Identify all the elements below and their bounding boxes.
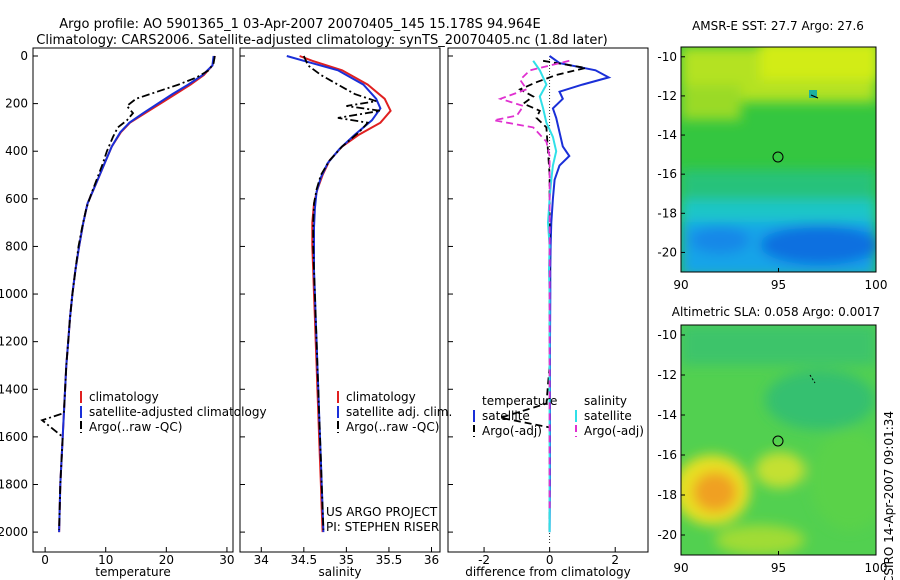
salinity-series-1 [286, 55, 382, 533]
temperature-xtick-label: 20 [159, 553, 174, 567]
project-annotation: US ARGO PROJECT [326, 505, 438, 519]
difference-legend-label: Argo(-adj) [584, 424, 644, 438]
difference-series-3 [493, 59, 570, 509]
sla-argo-marker [772, 435, 784, 447]
map-ytick-label: -18 [657, 488, 677, 502]
difference-xtick-label: 0 [546, 553, 554, 567]
map-xtick-label: 90 [673, 278, 688, 292]
map-ytick-label: -20 [657, 528, 677, 542]
salinity-legend-label: Argo(..raw -QC) [346, 420, 439, 434]
depth-tick-label: 2000 [0, 525, 28, 539]
temperature-frame [32, 47, 234, 553]
map-xtick-label: 100 [865, 278, 888, 292]
depth-tick-label: 400 [5, 144, 28, 158]
temperature-xlabel: temperature [95, 565, 170, 579]
map-xtick-label: 100 [865, 561, 888, 575]
map-ytick-label: -10 [657, 328, 677, 342]
map-ytick-label: -16 [657, 448, 677, 462]
salinity-frame [239, 47, 441, 553]
temperature-panel: 0 10 20 30 temperature 0 200 400 600 800 1000 1200 1… [0, 47, 267, 579]
depth-tick-label: 1400 [0, 382, 28, 396]
csiro-timestamp: CSIRO 14-Apr-2007 09:01:34 [882, 411, 896, 580]
difference-legend-label: satellite [482, 409, 530, 423]
temperature-xtick-label: 0 [41, 553, 49, 567]
sst-map-title: AMSR-E SST: 27.7 Argo: 27.6 [692, 19, 864, 33]
depth-tick-label: 800 [5, 239, 28, 253]
header-line-2: Climatology: CARS2006. Satellite-adjuste… [36, 33, 608, 48]
depth-tick-label: 1000 [0, 287, 28, 301]
difference-xtick-label: -2 [478, 553, 490, 567]
map-xtick-label: 95 [771, 278, 786, 292]
sla-map-image [681, 325, 876, 555]
difference-xtick-label: 2 [611, 553, 619, 567]
temperature-legend-label: climatology [89, 390, 159, 404]
sst-track-mark [810, 94, 819, 99]
difference-xlabel: difference from climatology [465, 565, 631, 579]
sst-map-axes: 90 95 100 -10 -12 -14 -16 -18 -20 [657, 50, 887, 292]
sst-argo-marker [772, 151, 784, 163]
depth-tick-label: 1800 [0, 477, 28, 491]
temperature-series-1 [58, 55, 215, 533]
depth-tick-label: 600 [5, 192, 28, 206]
salinity-xlabel: salinity [318, 565, 361, 579]
temperature-series-2 [40, 55, 216, 530]
header-line-1: Argo profile: AO 5901365_1 03-Apr-2007 2… [59, 17, 540, 32]
temperature-series-0 [58, 55, 216, 533]
map-ytick-label: -12 [657, 89, 677, 103]
salinity-xtick-label: 36 [424, 553, 439, 567]
salinity-series-2 [302, 55, 381, 530]
depth-tick-label: 1600 [0, 430, 28, 444]
salinity-xtick-label: 35 [339, 553, 354, 567]
temperature-xtick-label: 10 [98, 553, 113, 567]
salinity-xtick-label: 35.5 [376, 553, 403, 567]
map-ytick-label: -14 [657, 128, 677, 142]
map-xtick-label: 90 [673, 561, 688, 575]
map-ytick-label: -10 [657, 50, 677, 64]
map-xtick-label: 95 [771, 561, 786, 575]
depth-tick-label: 0 [20, 49, 28, 63]
salinity-series-0 [299, 55, 392, 533]
difference-series-2 [532, 60, 558, 533]
difference-legend-label: salinity [584, 394, 627, 408]
depth-tick-label: 1200 [0, 335, 28, 349]
sla-track-mark [809, 374, 816, 384]
project-annotation: PI: STEPHEN RISER [326, 520, 439, 534]
temperature-legend-label: Argo(..raw -QC) [89, 420, 182, 434]
map-ytick-label: -20 [657, 245, 677, 259]
sla-map-axes: 90 95 100 -10 -12 -14 -16 -18 -20 [657, 328, 887, 575]
difference-legend-label: Argo(-adj) [482, 424, 542, 438]
salinity-xtick-label: 34.5 [290, 553, 317, 567]
map-ytick-label: -14 [657, 408, 677, 422]
map-ytick-label: -12 [657, 368, 677, 382]
salinity-legend-label: satellite adj. clim. [346, 405, 452, 419]
difference-frame [447, 47, 649, 553]
salinity-xtick-label: 34 [254, 553, 269, 567]
sst-map-image [681, 47, 876, 272]
map-ytick-label: -18 [657, 206, 677, 220]
difference-series-1 [500, 59, 586, 530]
difference-legend-label: satellite [584, 409, 632, 423]
temperature-xtick-label: 30 [219, 553, 234, 567]
depth-tick-label: 200 [5, 97, 28, 111]
difference-legend-label: temperature [482, 394, 557, 408]
salinity-panel: 34 34.5 35 35.5 36 salinity climatologysatelli… [239, 47, 452, 579]
sla-map-title: Altimetric SLA: 0.058 Argo: 0.0017 [672, 305, 880, 319]
temperature-legend-label: satellite-adjusted climatology [89, 405, 267, 419]
difference-series-0 [548, 55, 612, 533]
map-ytick-label: -16 [657, 167, 677, 181]
salinity-legend-label: climatology [346, 390, 416, 404]
